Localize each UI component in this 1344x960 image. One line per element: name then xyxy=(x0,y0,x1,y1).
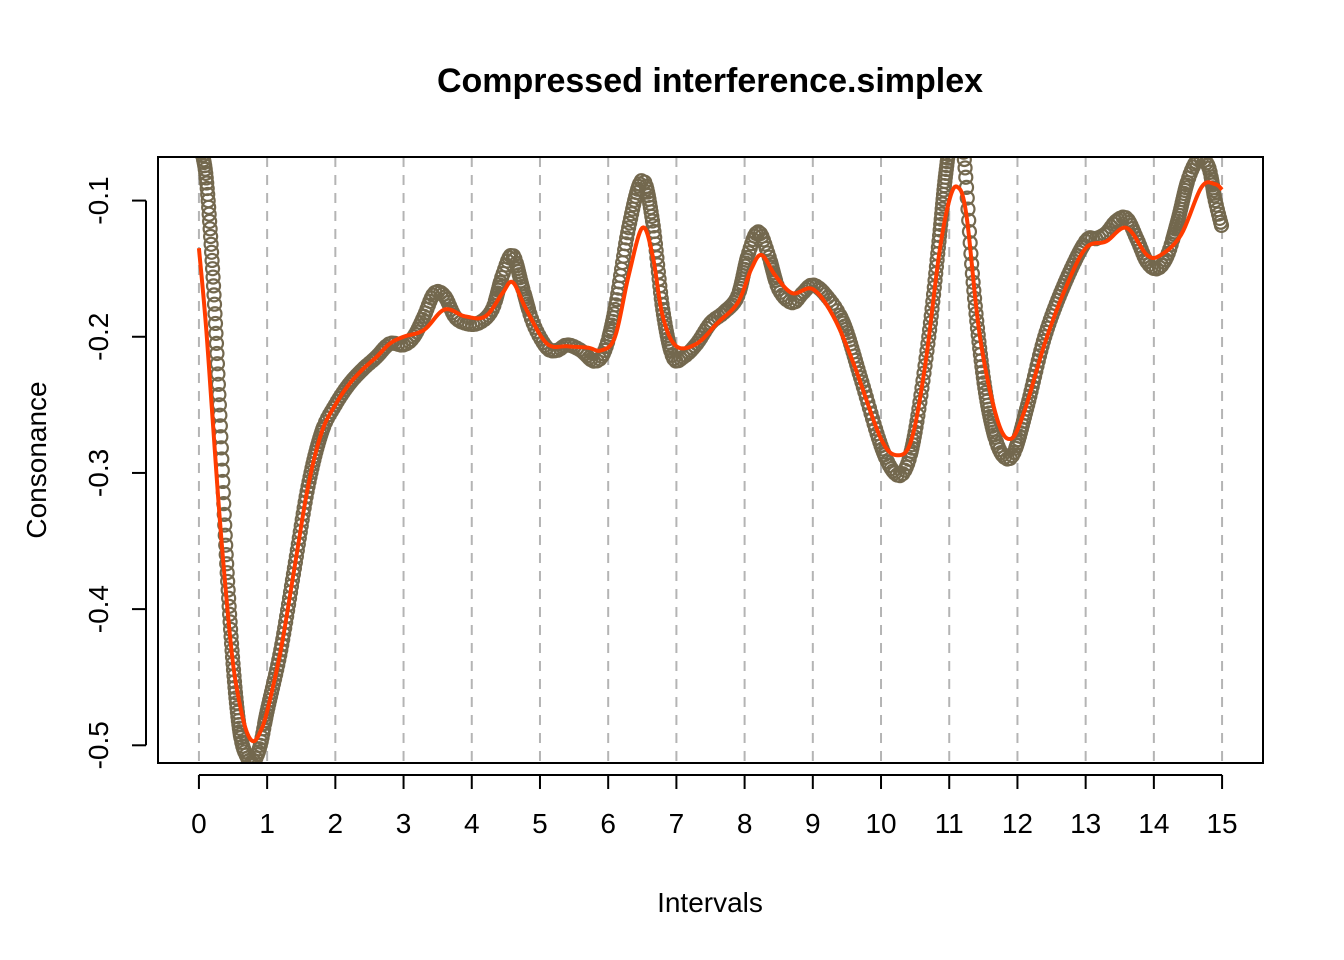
chart-title: Compressed interference.simplex xyxy=(437,62,983,100)
x-axis: 0 1 2 3 4 5 6 7 8 9 10 11 12 13 14 15 xyxy=(191,774,1238,839)
data-point-576 xyxy=(940,157,956,163)
data-point-580 xyxy=(943,135,956,148)
data-point-17 xyxy=(202,221,218,237)
data-point-591 xyxy=(956,157,972,168)
data-point-48 xyxy=(217,527,233,543)
data-point-24 xyxy=(205,278,222,294)
data-point-358 xyxy=(645,218,661,234)
data-point-357 xyxy=(644,213,661,229)
data-point-616 xyxy=(975,364,991,380)
data-point-18 xyxy=(203,228,219,245)
data-point-577 xyxy=(943,157,954,159)
x-tick-label-5: 5 xyxy=(532,808,548,839)
data-point-20 xyxy=(203,244,220,260)
y-axis: -0.5 -0.4 -0.3 -0.2 -0.1 xyxy=(83,176,147,769)
x-tick-label-11: 11 xyxy=(935,808,964,839)
data-point-587 xyxy=(955,131,968,144)
data-point-432 xyxy=(750,224,766,240)
data-point-47 xyxy=(217,517,233,533)
data-point-52 xyxy=(219,565,235,581)
data-point-561 xyxy=(933,211,949,227)
data-point-30 xyxy=(208,335,225,351)
data-point-595 xyxy=(959,190,975,206)
data-point-592 xyxy=(957,160,973,176)
data-point-2 xyxy=(195,157,208,160)
data-point-27 xyxy=(207,306,223,322)
x-tick-label-9: 9 xyxy=(805,808,821,839)
data-point-578 xyxy=(943,141,956,154)
data-point-21 xyxy=(204,252,220,269)
data-point-19 xyxy=(203,236,219,252)
data-point-28 xyxy=(207,315,224,332)
data-point-788 xyxy=(1213,217,1230,234)
data-point-584 xyxy=(950,122,963,135)
data-point-0 xyxy=(192,140,205,153)
smooth-line-series xyxy=(196,180,1224,744)
data-point-364 xyxy=(650,257,666,273)
x-tick-label-13: 13 xyxy=(1070,808,1101,839)
x-tick-label-2: 2 xyxy=(328,808,344,839)
gridlines xyxy=(197,157,1224,763)
x-tick-label-3: 3 xyxy=(396,808,412,839)
data-point-15 xyxy=(201,206,217,222)
data-point-588 xyxy=(956,135,969,148)
data-point-589 xyxy=(956,140,969,153)
y-axis-label: Consonance xyxy=(21,381,52,538)
data-point-29 xyxy=(208,325,224,341)
data-point-363 xyxy=(649,250,665,266)
x-tick-label-10: 10 xyxy=(865,808,896,839)
x-tick-label-6: 6 xyxy=(600,808,616,839)
data-point-50 xyxy=(218,547,234,563)
data-point-586 xyxy=(954,128,967,141)
data-point-579 xyxy=(943,138,956,151)
data-point-1 xyxy=(193,142,206,155)
data-point-22 xyxy=(204,261,221,277)
data-point-331 xyxy=(618,236,634,252)
data-point-593 xyxy=(958,169,974,185)
data-point-25 xyxy=(206,287,222,303)
data-point-3 xyxy=(195,157,210,164)
data-point-585 xyxy=(953,123,966,136)
data-point-9 xyxy=(198,170,214,186)
data-point-14 xyxy=(201,199,217,215)
y-tick-label-3: -0.2 xyxy=(83,313,114,361)
data-point-49 xyxy=(218,537,234,553)
data-point-590 xyxy=(957,157,970,160)
data-point-23 xyxy=(205,269,221,285)
x-tick-label-8: 8 xyxy=(737,808,753,839)
x-tick-label-1: 1 xyxy=(259,808,275,839)
y-tick-label-1: -0.4 xyxy=(83,585,114,633)
x-tick-label-7: 7 xyxy=(669,808,685,839)
x-tick-label-4: 4 xyxy=(464,808,480,839)
data-point-53 xyxy=(220,573,236,590)
data-point-32 xyxy=(209,356,226,372)
data-points xyxy=(192,122,1230,763)
x-tick-label-0: 0 xyxy=(191,808,207,839)
plot-frame xyxy=(157,156,1264,764)
data-point-10 xyxy=(199,175,215,191)
data-point-26 xyxy=(206,296,223,312)
x-tick-label-14: 14 xyxy=(1138,808,1169,839)
data-point-583 xyxy=(947,124,960,137)
x-axis-label: Intervals xyxy=(657,887,763,918)
data-point-332 xyxy=(619,230,635,246)
data-point-617 xyxy=(975,370,991,386)
data-point-618 xyxy=(976,375,992,391)
data-point-16 xyxy=(202,213,218,229)
y-tick-label-2: -0.3 xyxy=(83,449,114,497)
data-point-51 xyxy=(219,556,235,572)
x-tick-label-15: 15 xyxy=(1206,808,1237,839)
data-point-560 xyxy=(933,216,949,233)
data-point-582 xyxy=(946,127,959,140)
y-tick-label-0: -0.5 xyxy=(83,721,114,769)
series-line-smooth xyxy=(196,180,1224,744)
data-point-31 xyxy=(209,345,225,362)
data-point-581 xyxy=(944,131,957,144)
x-tick-label-12: 12 xyxy=(1002,808,1033,839)
y-tick-label-4: -0.1 xyxy=(83,176,114,224)
data-point-562 xyxy=(934,206,950,222)
